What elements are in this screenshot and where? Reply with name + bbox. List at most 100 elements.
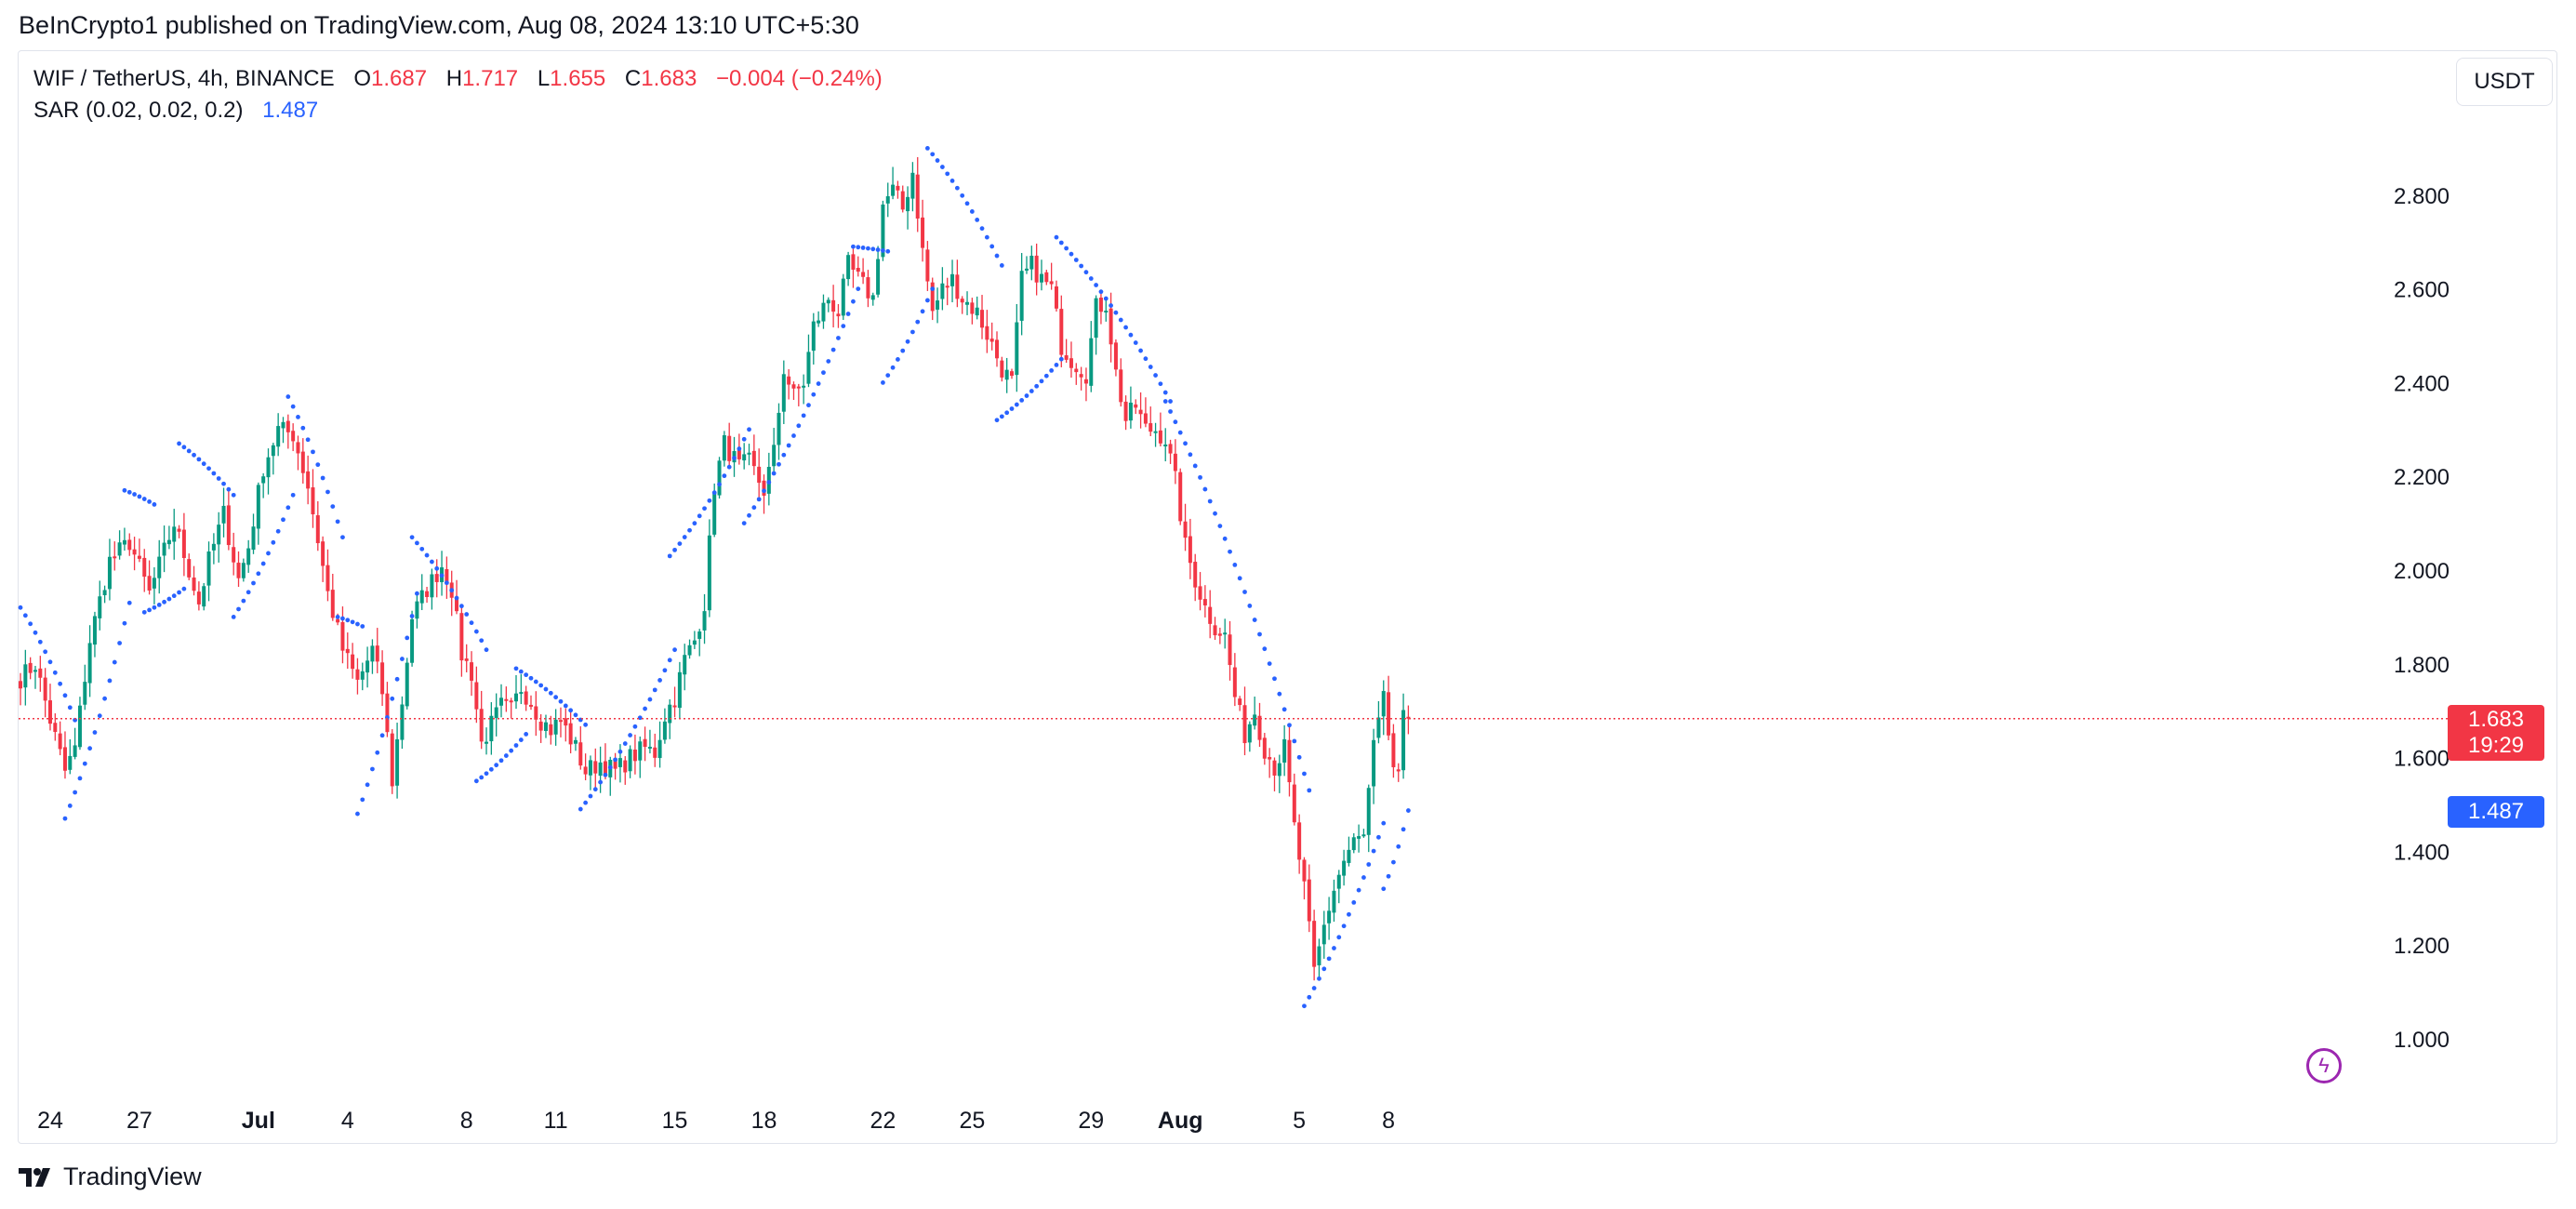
- sar-dot: [1143, 356, 1149, 362]
- sar-dot: [1217, 524, 1223, 529]
- candle-body: [524, 691, 528, 705]
- candle-body: [514, 693, 518, 702]
- candle-body: [588, 760, 592, 776]
- sar-dot: [1118, 317, 1123, 323]
- candle-body: [647, 746, 652, 749]
- chart-frame[interactable]: [18, 50, 2557, 1144]
- candle-body: [1044, 272, 1049, 283]
- sar-dot: [340, 535, 345, 540]
- tradingview-brand[interactable]: TradingView: [19, 1162, 202, 1191]
- candle-body: [455, 598, 459, 612]
- candle-body: [876, 259, 881, 295]
- candle-body: [896, 185, 900, 191]
- sar-dot: [340, 616, 345, 621]
- lightning-icon[interactable]: ϟ: [2306, 1048, 2342, 1083]
- chart-legend: WIF / TetherUS, 4h, BINANCE O1.687 H1.71…: [33, 63, 883, 126]
- sar-dot: [806, 403, 811, 408]
- sar-dot: [92, 730, 98, 735]
- sar-dot: [533, 679, 538, 684]
- tradingview-logo-icon: [19, 1167, 50, 1187]
- candle-body: [390, 733, 394, 787]
- sar-dot: [315, 462, 321, 468]
- sar-dot: [1202, 486, 1208, 492]
- candle-body: [861, 272, 866, 277]
- sar-dot: [1153, 373, 1158, 378]
- y-tick-label: 1.000: [2394, 1028, 2450, 1053]
- sar-dot: [1311, 986, 1317, 990]
- currency-unit-button[interactable]: USDT: [2456, 58, 2553, 106]
- y-tick-label: 2.200: [2394, 465, 2450, 490]
- candle-body: [617, 758, 622, 767]
- candle-body: [28, 662, 33, 673]
- legend-indicator-name[interactable]: SAR (0.02, 0.02, 0.2): [33, 98, 244, 123]
- sar-dot: [657, 678, 662, 683]
- x-tick-label: 27: [126, 1108, 153, 1134]
- candle-body: [340, 621, 345, 651]
- sar-dot: [454, 595, 459, 601]
- sar-dot: [603, 772, 608, 777]
- sar-dot: [628, 733, 632, 737]
- sar-dot: [256, 571, 261, 577]
- sar-dot: [845, 312, 851, 316]
- candle-body: [1193, 562, 1198, 588]
- sar-dot: [1381, 886, 1387, 892]
- sar-dot: [52, 670, 58, 675]
- candle-body: [296, 442, 300, 454]
- candle-body: [1396, 769, 1401, 772]
- sar-dot: [1307, 994, 1312, 1000]
- sar-dot: [236, 606, 241, 612]
- legend-open-value: 1.687: [371, 66, 428, 91]
- candle-body: [980, 310, 985, 328]
- sar-dot: [458, 604, 464, 609]
- candle-body: [1317, 946, 1321, 965]
- candle-body: [955, 274, 960, 299]
- sar-dot: [1317, 976, 1321, 981]
- sar-dot: [1058, 240, 1064, 246]
- candle-body: [162, 542, 166, 556]
- candle-body: [747, 452, 751, 455]
- candle-body: [1361, 834, 1366, 837]
- sar-dot: [1232, 562, 1238, 567]
- candle-body: [921, 217, 925, 248]
- sar-dot: [1183, 441, 1188, 446]
- candle-body: [1272, 760, 1277, 776]
- candle-body: [1004, 369, 1009, 380]
- candle-body: [434, 574, 439, 582]
- sar-dot: [1162, 399, 1168, 404]
- x-tick-label: 22: [870, 1108, 896, 1134]
- candle-body: [1119, 369, 1123, 403]
- sar-dot: [647, 697, 653, 702]
- sar-dot: [186, 448, 192, 454]
- sar-dot: [766, 480, 772, 485]
- legend-symbol[interactable]: WIF / TetherUS, 4h, BINANCE: [33, 66, 335, 91]
- candle-body: [311, 487, 315, 514]
- sar-dot: [801, 413, 806, 418]
- candle-body: [727, 435, 732, 461]
- candle-body: [638, 741, 643, 761]
- candle-body: [122, 539, 126, 545]
- sar-dot: [82, 761, 87, 766]
- candle-body: [345, 648, 350, 654]
- candle-body: [300, 451, 305, 473]
- candle-body: [915, 174, 920, 219]
- candle-body: [1277, 763, 1281, 777]
- sar-dot: [1177, 430, 1183, 435]
- sar-dot: [513, 666, 519, 671]
- candle-body: [1198, 586, 1202, 600]
- candle-body: [211, 543, 216, 551]
- sar-dot: [394, 676, 400, 682]
- sar-dot: [469, 620, 474, 626]
- sar-dot: [741, 436, 747, 442]
- sar-dot: [592, 787, 598, 792]
- sar-dot: [360, 797, 365, 803]
- candle-body: [489, 715, 494, 742]
- sar-dot: [196, 457, 202, 462]
- candle-body: [474, 682, 479, 710]
- sar-dot: [513, 743, 519, 748]
- candle-body: [791, 384, 796, 389]
- candle-body: [1178, 472, 1183, 522]
- sar-dot: [171, 593, 177, 599]
- sar-dot: [473, 778, 479, 784]
- sar-dot: [1207, 498, 1213, 504]
